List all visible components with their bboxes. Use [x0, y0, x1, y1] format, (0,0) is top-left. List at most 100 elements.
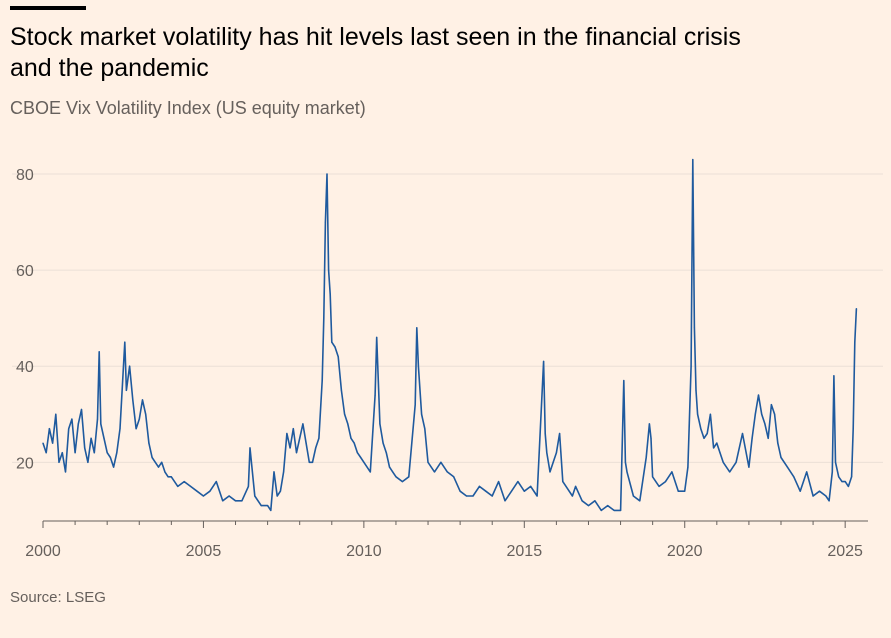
data-point	[767, 437, 769, 439]
data-point	[113, 466, 115, 468]
data-point	[98, 351, 100, 353]
data-point	[326, 173, 328, 175]
data-point	[459, 490, 461, 492]
data-point	[90, 437, 92, 439]
data-point	[334, 346, 336, 348]
data-point	[510, 490, 513, 492]
y-tick-label: 60	[16, 263, 34, 280]
data-point	[151, 456, 153, 459]
data-point	[202, 495, 204, 497]
data-point	[833, 375, 835, 377]
data-point	[267, 505, 269, 507]
data-point	[183, 481, 185, 483]
series-line	[42, 158, 858, 512]
data-point	[329, 293, 331, 295]
data-point	[145, 413, 147, 415]
data-point	[562, 481, 564, 483]
data-point	[831, 471, 833, 473]
data-point	[624, 461, 627, 463]
data-point	[273, 471, 275, 473]
data-point	[318, 437, 320, 439]
data-point	[757, 394, 760, 396]
data-point	[328, 269, 330, 271]
x-tick-label: 2020	[667, 543, 703, 560]
data-point	[331, 341, 333, 343]
data-point	[48, 428, 51, 430]
data-point	[84, 447, 86, 449]
data-point	[741, 432, 744, 435]
data-point	[45, 452, 47, 454]
data-point	[125, 389, 127, 391]
data-point	[350, 437, 352, 439]
data-point	[706, 432, 708, 435]
data-point	[388, 466, 391, 468]
x-tick-label: 2015	[507, 543, 543, 560]
data-point	[729, 471, 731, 473]
data-point	[360, 456, 362, 459]
data-point	[279, 490, 281, 492]
data-point	[440, 461, 442, 463]
data-point	[356, 452, 358, 454]
data-point	[363, 461, 365, 463]
data-point	[774, 413, 776, 415]
data-point	[498, 481, 500, 483]
data-point	[703, 437, 705, 439]
data-point	[453, 476, 455, 478]
data-point	[834, 461, 837, 463]
data-point	[109, 456, 111, 459]
data-point	[786, 466, 789, 468]
data-point	[559, 432, 561, 435]
data-point	[854, 341, 856, 343]
data-point	[74, 452, 76, 454]
data-point	[55, 413, 57, 415]
data-point	[851, 476, 853, 478]
data-point	[353, 442, 355, 444]
data-point	[77, 423, 79, 425]
data-point	[138, 418, 140, 420]
data-point	[722, 461, 724, 463]
data-point	[408, 476, 410, 478]
data-point	[581, 500, 583, 502]
data-point	[716, 442, 718, 444]
data-point	[170, 476, 172, 478]
data-point	[315, 447, 317, 449]
data-point	[93, 452, 95, 454]
data-point	[190, 485, 192, 487]
data-point	[684, 490, 686, 492]
data-point	[770, 404, 773, 406]
data-point	[71, 418, 73, 420]
data-point	[196, 490, 198, 492]
data-point	[215, 481, 217, 483]
data-point	[324, 221, 326, 223]
data-point	[761, 413, 763, 415]
data-point	[347, 423, 349, 425]
data-point	[852, 428, 854, 430]
data-point	[283, 471, 285, 473]
data-point	[323, 317, 325, 319]
data-point	[549, 471, 551, 473]
data-point	[129, 365, 131, 367]
data-point	[209, 490, 211, 492]
data-point	[340, 389, 342, 391]
data-point	[793, 476, 795, 478]
data-point	[157, 466, 160, 468]
data-point	[587, 505, 590, 507]
data-point	[626, 471, 628, 473]
data-point	[623, 380, 625, 382]
data-point	[260, 505, 262, 507]
data-point	[392, 471, 394, 473]
data-point	[828, 500, 830, 502]
data-point	[709, 413, 712, 415]
data-point	[254, 495, 256, 497]
line-layer	[42, 158, 858, 512]
chart-title: Stock market volatility has hit levels l…	[10, 23, 741, 82]
data-point	[96, 418, 99, 420]
data-point	[416, 327, 418, 329]
data-point	[594, 500, 596, 502]
data-point	[299, 437, 301, 439]
data-point	[119, 428, 121, 430]
data-point	[838, 476, 840, 478]
data-point	[568, 490, 570, 492]
source-note: Source: LSEG	[10, 589, 106, 606]
data-point	[427, 461, 429, 463]
